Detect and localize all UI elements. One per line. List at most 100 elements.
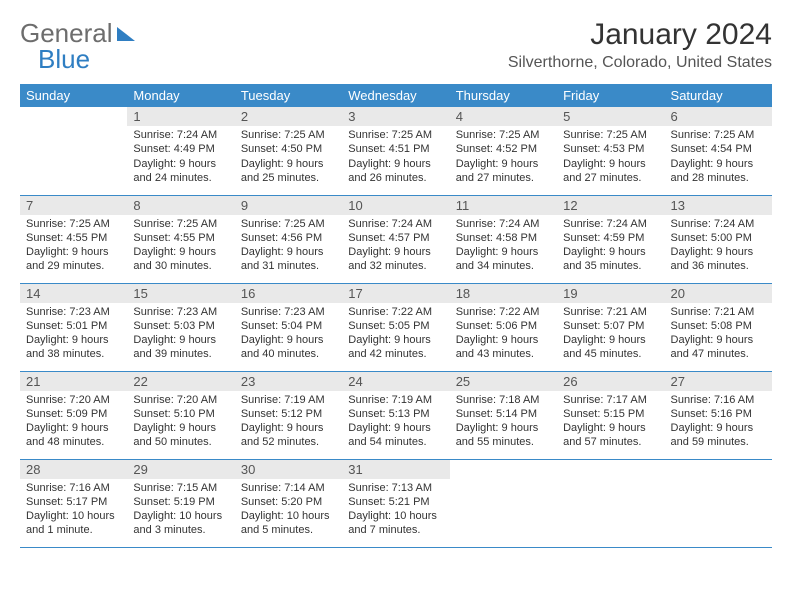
sunrise-text: Sunrise: 7:16 AM xyxy=(671,393,766,407)
sunset-text: Sunset: 4:54 PM xyxy=(671,142,766,156)
day-body: Sunrise: 7:25 AMSunset: 4:51 PMDaylight:… xyxy=(342,126,449,189)
calendar-cell: 13Sunrise: 7:24 AMSunset: 5:00 PMDayligh… xyxy=(665,195,772,283)
day-body: Sunrise: 7:23 AMSunset: 5:04 PMDaylight:… xyxy=(235,303,342,366)
sunset-text: Sunset: 4:58 PM xyxy=(456,231,551,245)
calendar-cell: 27Sunrise: 7:16 AMSunset: 5:16 PMDayligh… xyxy=(665,371,772,459)
sunset-text: Sunset: 5:12 PM xyxy=(241,407,336,421)
day-header: Saturday xyxy=(665,84,772,107)
daylight-text: Daylight: 9 hours and 48 minutes. xyxy=(26,421,121,450)
daylight-text: Daylight: 9 hours and 50 minutes. xyxy=(133,421,228,450)
sunrise-text: Sunrise: 7:17 AM xyxy=(563,393,658,407)
sunset-text: Sunset: 5:16 PM xyxy=(671,407,766,421)
day-body: Sunrise: 7:24 AMSunset: 4:58 PMDaylight:… xyxy=(450,215,557,278)
calendar-cell xyxy=(665,459,772,547)
sunrise-text: Sunrise: 7:24 AM xyxy=(456,217,551,231)
calendar-week: 7Sunrise: 7:25 AMSunset: 4:55 PMDaylight… xyxy=(20,195,772,283)
sunrise-text: Sunrise: 7:24 AM xyxy=(671,217,766,231)
brand-triangle-icon xyxy=(117,27,135,41)
daylight-text: Daylight: 9 hours and 26 minutes. xyxy=(348,157,443,186)
day-number: 20 xyxy=(665,284,772,303)
day-body: Sunrise: 7:21 AMSunset: 5:07 PMDaylight:… xyxy=(557,303,664,366)
sunset-text: Sunset: 4:49 PM xyxy=(133,142,228,156)
calendar-cell: 17Sunrise: 7:22 AMSunset: 5:05 PMDayligh… xyxy=(342,283,449,371)
daylight-text: Daylight: 9 hours and 31 minutes. xyxy=(241,245,336,274)
day-number: 16 xyxy=(235,284,342,303)
day-number: 3 xyxy=(342,107,449,126)
day-number: 4 xyxy=(450,107,557,126)
day-header: Sunday xyxy=(20,84,127,107)
day-body: Sunrise: 7:17 AMSunset: 5:15 PMDaylight:… xyxy=(557,391,664,454)
calendar-cell: 11Sunrise: 7:24 AMSunset: 4:58 PMDayligh… xyxy=(450,195,557,283)
calendar-cell: 30Sunrise: 7:14 AMSunset: 5:20 PMDayligh… xyxy=(235,459,342,547)
daylight-text: Daylight: 9 hours and 43 minutes. xyxy=(456,333,551,362)
sunset-text: Sunset: 5:05 PM xyxy=(348,319,443,333)
day-body: Sunrise: 7:25 AMSunset: 4:53 PMDaylight:… xyxy=(557,126,664,189)
day-number: 1 xyxy=(127,107,234,126)
daylight-text: Daylight: 9 hours and 27 minutes. xyxy=(563,157,658,186)
location-label: Silverthorne, Colorado, United States xyxy=(508,54,772,72)
day-number: 18 xyxy=(450,284,557,303)
daylight-text: Daylight: 9 hours and 29 minutes. xyxy=(26,245,121,274)
day-body: Sunrise: 7:16 AMSunset: 5:17 PMDaylight:… xyxy=(20,479,127,542)
sunrise-text: Sunrise: 7:25 AM xyxy=(241,128,336,142)
sunset-text: Sunset: 4:59 PM xyxy=(563,231,658,245)
day-body: Sunrise: 7:21 AMSunset: 5:08 PMDaylight:… xyxy=(665,303,772,366)
sunset-text: Sunset: 4:57 PM xyxy=(348,231,443,245)
calendar-cell: 15Sunrise: 7:23 AMSunset: 5:03 PMDayligh… xyxy=(127,283,234,371)
calendar-cell: 2Sunrise: 7:25 AMSunset: 4:50 PMDaylight… xyxy=(235,107,342,195)
day-body: Sunrise: 7:25 AMSunset: 4:55 PMDaylight:… xyxy=(20,215,127,278)
day-number: 8 xyxy=(127,196,234,215)
sunset-text: Sunset: 5:04 PM xyxy=(241,319,336,333)
calendar-cell xyxy=(20,107,127,195)
daylight-text: Daylight: 9 hours and 42 minutes. xyxy=(348,333,443,362)
day-header: Monday xyxy=(127,84,234,107)
sunset-text: Sunset: 5:00 PM xyxy=(671,231,766,245)
daylight-text: Daylight: 9 hours and 38 minutes. xyxy=(26,333,121,362)
daylight-text: Daylight: 9 hours and 25 minutes. xyxy=(241,157,336,186)
calendar-cell: 4Sunrise: 7:25 AMSunset: 4:52 PMDaylight… xyxy=(450,107,557,195)
calendar-cell: 18Sunrise: 7:22 AMSunset: 5:06 PMDayligh… xyxy=(450,283,557,371)
sunrise-text: Sunrise: 7:18 AM xyxy=(456,393,551,407)
day-body: Sunrise: 7:24 AMSunset: 4:49 PMDaylight:… xyxy=(127,126,234,189)
sunrise-text: Sunrise: 7:23 AM xyxy=(133,305,228,319)
day-body: Sunrise: 7:24 AMSunset: 5:00 PMDaylight:… xyxy=(665,215,772,278)
sunrise-text: Sunrise: 7:24 AM xyxy=(133,128,228,142)
daylight-text: Daylight: 9 hours and 34 minutes. xyxy=(456,245,551,274)
day-body: Sunrise: 7:19 AMSunset: 5:12 PMDaylight:… xyxy=(235,391,342,454)
sunrise-text: Sunrise: 7:23 AM xyxy=(26,305,121,319)
sunset-text: Sunset: 4:50 PM xyxy=(241,142,336,156)
calendar-head: SundayMondayTuesdayWednesdayThursdayFrid… xyxy=(20,84,772,107)
calendar-cell: 3Sunrise: 7:25 AMSunset: 4:51 PMDaylight… xyxy=(342,107,449,195)
day-number: 28 xyxy=(20,460,127,479)
sunrise-text: Sunrise: 7:19 AM xyxy=(348,393,443,407)
day-header: Friday xyxy=(557,84,664,107)
sunset-text: Sunset: 5:20 PM xyxy=(241,495,336,509)
calendar-cell: 16Sunrise: 7:23 AMSunset: 5:04 PMDayligh… xyxy=(235,283,342,371)
day-body: Sunrise: 7:19 AMSunset: 5:13 PMDaylight:… xyxy=(342,391,449,454)
day-number: 5 xyxy=(557,107,664,126)
sunset-text: Sunset: 4:52 PM xyxy=(456,142,551,156)
sunrise-text: Sunrise: 7:22 AM xyxy=(348,305,443,319)
daylight-text: Daylight: 9 hours and 57 minutes. xyxy=(563,421,658,450)
day-number: 29 xyxy=(127,460,234,479)
day-number: 11 xyxy=(450,196,557,215)
calendar-cell: 23Sunrise: 7:19 AMSunset: 5:12 PMDayligh… xyxy=(235,371,342,459)
day-header: Wednesday xyxy=(342,84,449,107)
day-body: Sunrise: 7:16 AMSunset: 5:16 PMDaylight:… xyxy=(665,391,772,454)
sunrise-text: Sunrise: 7:21 AM xyxy=(671,305,766,319)
calendar-cell: 8Sunrise: 7:25 AMSunset: 4:55 PMDaylight… xyxy=(127,195,234,283)
day-number: 27 xyxy=(665,372,772,391)
calendar-cell xyxy=(557,459,664,547)
day-number: 24 xyxy=(342,372,449,391)
calendar-cell: 28Sunrise: 7:16 AMSunset: 5:17 PMDayligh… xyxy=(20,459,127,547)
calendar-cell xyxy=(450,459,557,547)
sunrise-text: Sunrise: 7:25 AM xyxy=(348,128,443,142)
daylight-text: Daylight: 9 hours and 45 minutes. xyxy=(563,333,658,362)
day-body: Sunrise: 7:24 AMSunset: 4:59 PMDaylight:… xyxy=(557,215,664,278)
sunset-text: Sunset: 5:07 PM xyxy=(563,319,658,333)
calendar-cell: 5Sunrise: 7:25 AMSunset: 4:53 PMDaylight… xyxy=(557,107,664,195)
day-body: Sunrise: 7:22 AMSunset: 5:05 PMDaylight:… xyxy=(342,303,449,366)
sunrise-text: Sunrise: 7:25 AM xyxy=(671,128,766,142)
sunset-text: Sunset: 5:19 PM xyxy=(133,495,228,509)
day-body: Sunrise: 7:15 AMSunset: 5:19 PMDaylight:… xyxy=(127,479,234,542)
